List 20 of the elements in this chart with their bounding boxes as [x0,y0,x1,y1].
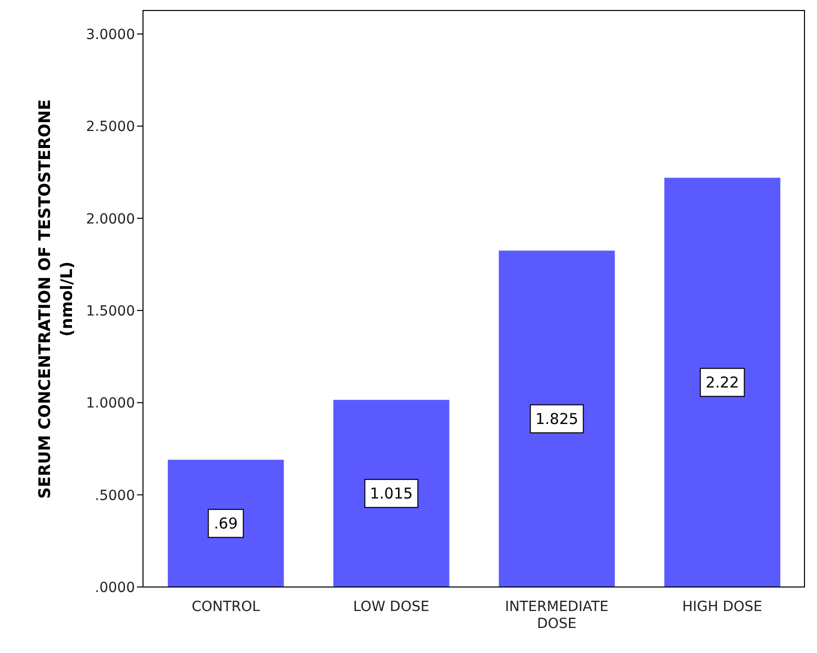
bar [168,460,284,587]
y-tick-label: 1.0000 [86,396,135,412]
data-label: 1.825 [535,410,578,428]
y-tick-label: 1.5000 [86,303,135,320]
y-tick-label: .5000 [94,488,135,504]
bar [498,250,615,587]
y-tick-label: 2.5000 [86,119,135,136]
x-tick-label: LOW DOSE [353,599,430,615]
y-tick-label: .0000 [94,580,135,596]
bar [664,178,780,587]
data-label: 2.22 [706,373,740,392]
x-tick-label: CONTROL [192,599,260,615]
x-tick-label: HIGH DOSE [682,599,762,615]
y-axis-title: SERUM CONCENTRATION OF TESTOSTERONE (nmol/L) [34,98,77,500]
data-label: 1.015 [370,484,413,502]
y-tick-label: 2.0000 [86,211,135,228]
y-tick-label: 3.0000 [86,26,135,43]
data-label: .69 [214,514,238,532]
bar [333,400,450,587]
x-tick-label: INTERMEDIATE DOSE [505,599,608,632]
